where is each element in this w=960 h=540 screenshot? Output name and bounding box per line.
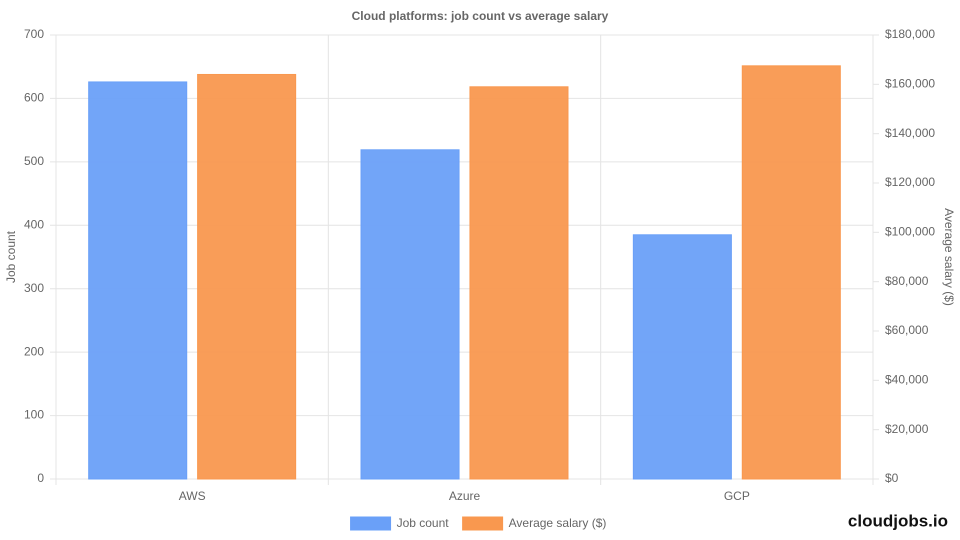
bar [197, 73, 297, 480]
bar [360, 149, 460, 480]
y2-tick-label: $100,000 [885, 225, 935, 239]
bar [741, 65, 841, 480]
chart-title: Cloud platforms: job count vs average sa… [352, 9, 609, 23]
brand: cloudjobs.io [848, 511, 948, 530]
y2-axis-title: Average salary ($) [942, 208, 956, 306]
x-tick-label: GCP [724, 489, 750, 503]
legend-label: Average salary ($) [509, 516, 607, 530]
bar [469, 86, 569, 480]
y2-tick-label: $80,000 [885, 274, 929, 288]
y2-tick-label: $40,000 [885, 373, 929, 387]
y-tick-label: 700 [24, 27, 44, 41]
bar [632, 234, 732, 480]
y-tick-label: 200 [24, 344, 44, 358]
y-tick-label: 300 [24, 281, 44, 295]
legend-swatch [462, 516, 504, 531]
y2-tick-label: $180,000 [885, 27, 935, 41]
x-tick-label: Azure [449, 489, 481, 503]
legend-swatch [350, 516, 392, 531]
y-tick-label: 400 [24, 217, 44, 231]
y2-tick-label: $20,000 [885, 422, 929, 436]
y-tick-label: 100 [24, 408, 44, 422]
y-axis-title: Job count [4, 230, 18, 283]
y2-tick-label: $160,000 [885, 77, 935, 91]
legend-label: Job count [397, 516, 450, 530]
x-tick-label: AWS [179, 489, 206, 503]
y-tick-label: 0 [37, 471, 44, 485]
y-tick-label: 600 [24, 91, 44, 105]
bar [88, 81, 188, 480]
y-tick-label: 500 [24, 154, 44, 168]
y2-tick-label: $0 [885, 471, 899, 485]
y2-tick-label: $120,000 [885, 175, 935, 189]
y2-tick-label: $140,000 [885, 126, 935, 140]
y2-tick-label: $60,000 [885, 323, 929, 337]
